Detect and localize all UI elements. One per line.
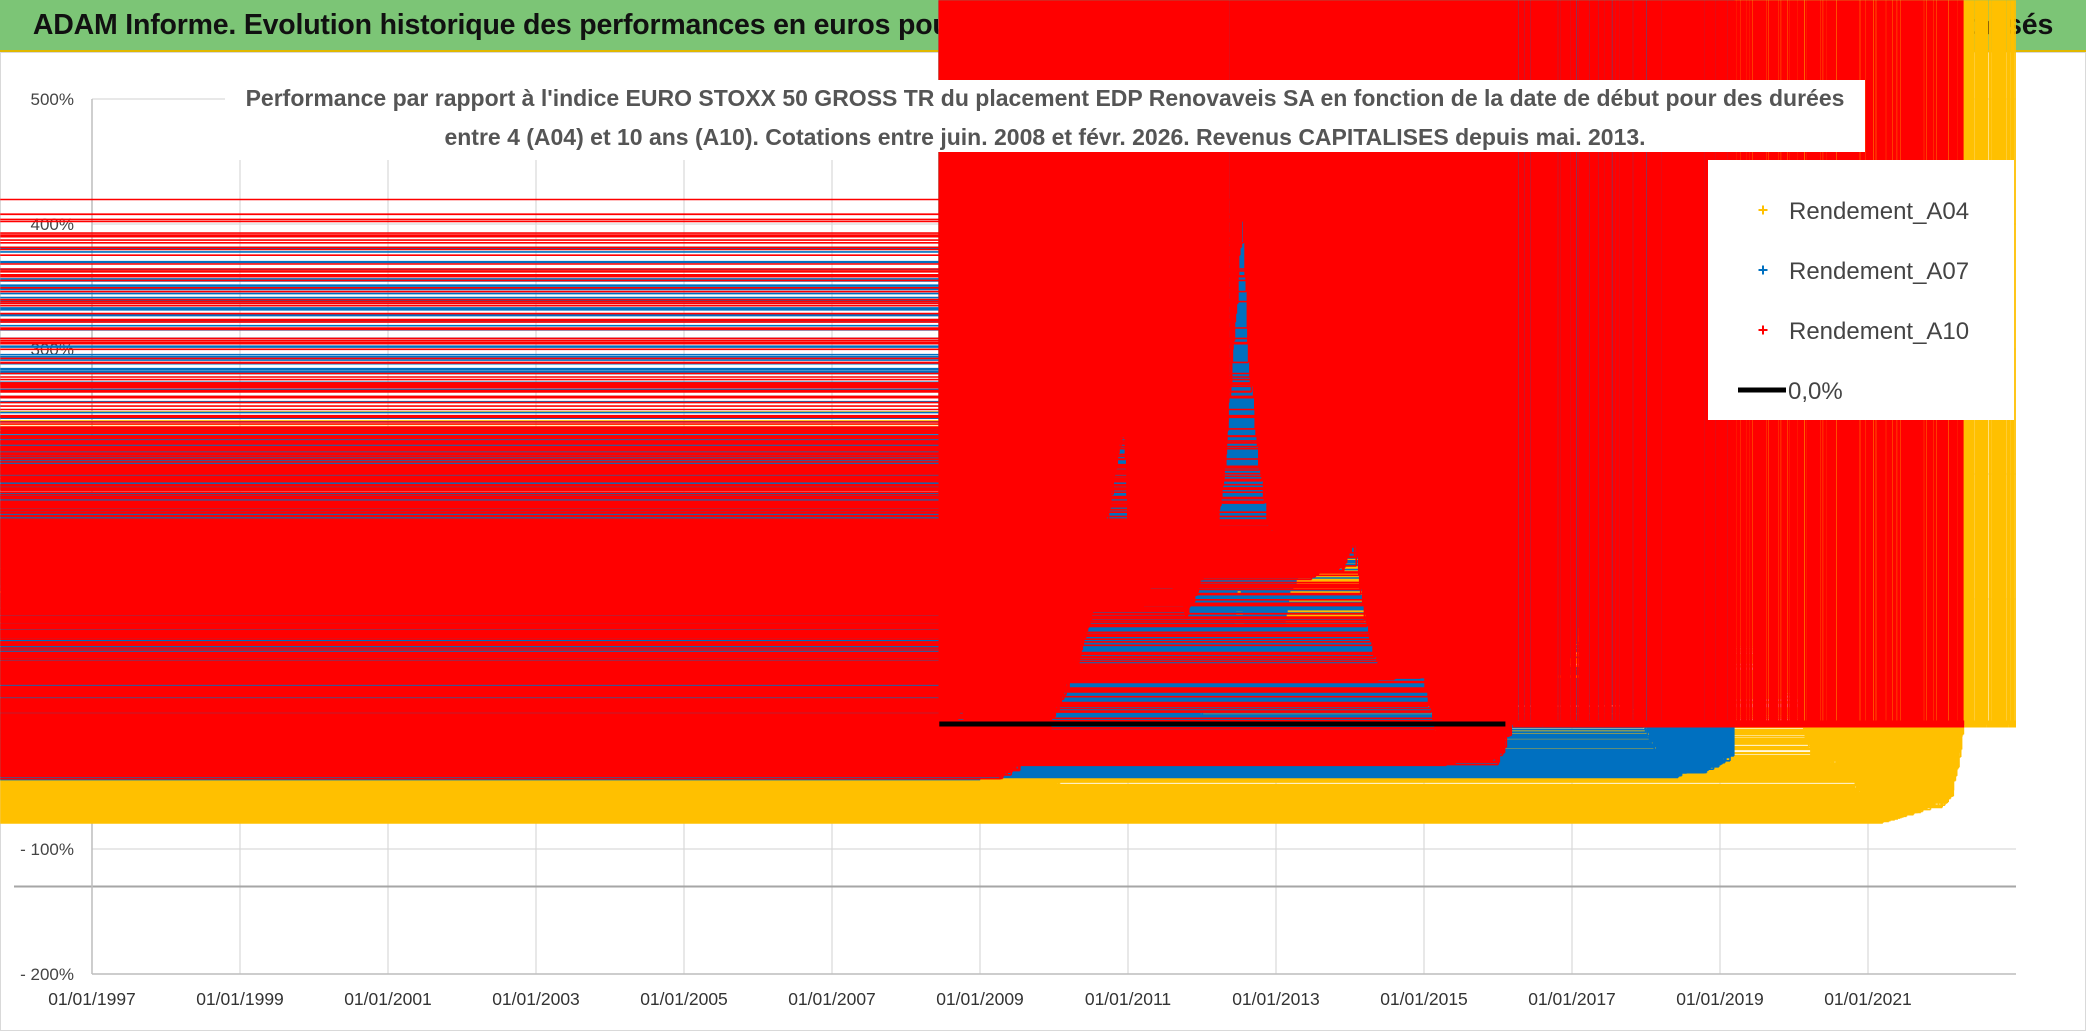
x-tick-label: 01/01/2009 (936, 989, 1024, 1009)
x-tick-label: 01/01/2005 (640, 989, 728, 1009)
chart-title: Performance par rapport à l'indice EURO … (225, 80, 1865, 152)
x-tick-label: 01/01/2007 (788, 989, 876, 1009)
x-tick-label: 01/01/2015 (1380, 989, 1468, 1009)
legend-label: Rendement_A10 (1789, 318, 1969, 345)
y-tick-label: 400% (31, 215, 74, 234)
chart-title-line-2: entre 4 (A04) et 10 ans (A10). Cotations… (444, 124, 1645, 150)
legend-label: Rendement_A04 (1789, 198, 1969, 225)
legend: Rendement_A04 Rendement_A07 Rendement_A10 0… (1708, 160, 2014, 420)
series-rendement-a10 (0, 0, 1965, 780)
x-tick-label: 01/01/2017 (1528, 989, 1616, 1009)
x-tick-label: 01/01/2021 (1824, 989, 1912, 1009)
x-tick-label: 01/01/2019 (1676, 989, 1764, 1009)
x-tick-label: 01/01/2013 (1232, 989, 1320, 1009)
x-tick-label: 01/01/1997 (48, 989, 136, 1009)
legend-label: Rendement_A07 (1789, 258, 1969, 285)
x-tick-label: 01/01/1999 (196, 989, 284, 1009)
y-tick-label: 500% (31, 90, 74, 109)
y-tick-label: - 200% (20, 965, 74, 984)
series-layer (0, 0, 2016, 824)
legend-marker-swatch (1758, 325, 1768, 335)
chart-title-line-1: Performance par rapport à l'indice EURO … (246, 85, 1845, 111)
legend-marker-swatch (1758, 265, 1768, 275)
legend-marker-swatch (1758, 205, 1768, 215)
legend-label: 0,0% (1788, 378, 1843, 405)
y-tick-label: - 100% (20, 840, 74, 859)
legend-box (1708, 160, 2014, 420)
x-tick-label: 01/01/2003 (492, 989, 580, 1009)
x-tick-label: 01/01/2011 (1085, 989, 1171, 1009)
x-tick-label: 01/01/2001 (344, 989, 432, 1009)
